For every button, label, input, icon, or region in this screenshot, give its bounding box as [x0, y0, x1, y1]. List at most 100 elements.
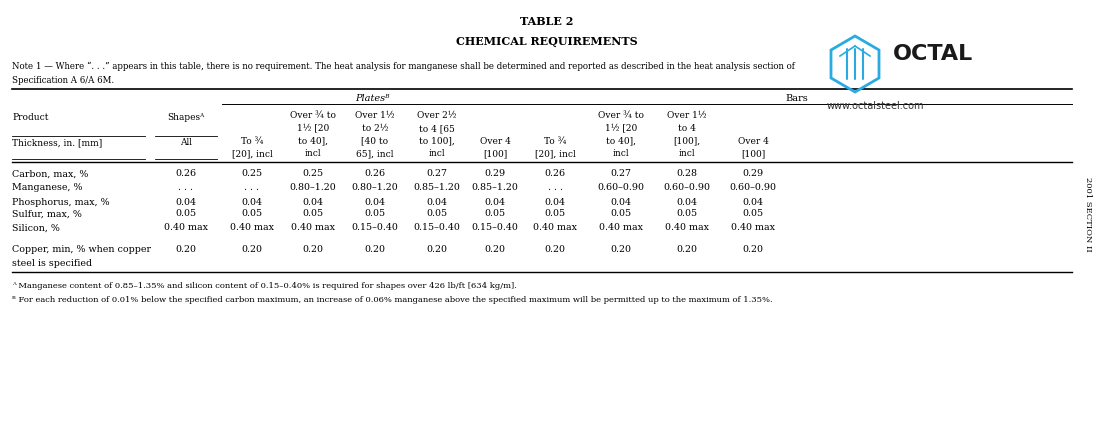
- Text: 0.04: 0.04: [676, 197, 698, 207]
- Text: 0.04: 0.04: [242, 197, 263, 207]
- Text: 0.20: 0.20: [364, 244, 385, 253]
- Text: www.octalsteel.com: www.octalsteel.com: [827, 101, 924, 111]
- Text: Carbon, max, %: Carbon, max, %: [12, 170, 89, 178]
- Text: 0.04: 0.04: [175, 197, 197, 207]
- Text: OCTAL: OCTAL: [893, 44, 974, 64]
- Text: 0.29: 0.29: [743, 170, 764, 178]
- Text: 0.05: 0.05: [610, 210, 631, 218]
- Text: 0.04: 0.04: [743, 197, 764, 207]
- Text: 0.26: 0.26: [364, 170, 385, 178]
- Text: to 4: to 4: [678, 124, 696, 133]
- Text: 0.25: 0.25: [242, 170, 263, 178]
- Text: 0.05: 0.05: [364, 210, 385, 218]
- Text: [20], incl: [20], incl: [535, 149, 575, 158]
- Text: To ¾: To ¾: [241, 137, 264, 145]
- Text: Over 2½: Over 2½: [417, 112, 457, 121]
- Text: 0.40 max: 0.40 max: [533, 224, 577, 233]
- Text: 0.20: 0.20: [242, 244, 263, 253]
- Text: 0.20: 0.20: [427, 244, 447, 253]
- Text: Specification A 6/A 6M.: Specification A 6/A 6M.: [12, 76, 114, 85]
- Text: [20], incl: [20], incl: [232, 149, 272, 158]
- Text: 0.04: 0.04: [485, 197, 505, 207]
- Text: 0.20: 0.20: [676, 244, 698, 253]
- Text: All: All: [181, 138, 193, 147]
- Text: to 100],: to 100],: [419, 137, 455, 145]
- Text: 0.40 max: 0.40 max: [164, 224, 208, 233]
- Text: CHEMICAL REQUIREMENTS: CHEMICAL REQUIREMENTS: [456, 36, 638, 47]
- Text: . . .: . . .: [178, 184, 194, 193]
- Text: [100]: [100]: [482, 149, 508, 158]
- Text: 0.40 max: 0.40 max: [291, 224, 335, 233]
- Text: 0.04: 0.04: [545, 197, 566, 207]
- Text: 0.05: 0.05: [427, 210, 447, 218]
- Text: incl: incl: [678, 149, 696, 158]
- Text: 0.05: 0.05: [743, 210, 764, 218]
- Text: 0.40 max: 0.40 max: [731, 224, 775, 233]
- Text: Over ¾ to: Over ¾ to: [290, 112, 336, 121]
- Text: 0.05: 0.05: [302, 210, 324, 218]
- Text: Note 1 — Where “. . .” appears in this table, there is no requirement. The heat : Note 1 — Where “. . .” appears in this t…: [12, 62, 795, 71]
- Text: 2001 SECTION II: 2001 SECTION II: [1084, 177, 1092, 251]
- Text: steel is specified: steel is specified: [12, 259, 92, 268]
- Text: 0.04: 0.04: [610, 197, 631, 207]
- Text: 0.15–0.40: 0.15–0.40: [351, 224, 398, 233]
- Text: 65], incl: 65], incl: [357, 149, 394, 158]
- Text: Over 4: Over 4: [479, 137, 511, 145]
- Text: . . .: . . .: [547, 184, 562, 193]
- Text: To ¾: To ¾: [544, 137, 567, 145]
- Text: Platesᴮ: Platesᴮ: [354, 94, 389, 103]
- Text: 0.05: 0.05: [485, 210, 505, 218]
- Text: 0.04: 0.04: [364, 197, 385, 207]
- Text: 0.20: 0.20: [743, 244, 764, 253]
- Text: 0.40 max: 0.40 max: [230, 224, 274, 233]
- Text: Copper, min, % when copper: Copper, min, % when copper: [12, 244, 151, 253]
- Text: ᴬ Manganese content of 0.85–1.35% and silicon content of 0.15–0.40% is required : ᴬ Manganese content of 0.85–1.35% and si…: [12, 282, 516, 290]
- Text: TABLE 2: TABLE 2: [521, 16, 573, 27]
- Text: Over 4: Over 4: [737, 137, 768, 145]
- Text: incl: incl: [613, 149, 629, 158]
- Text: to 2½: to 2½: [362, 124, 388, 133]
- Text: ᴮ For each reduction of 0.01% below the specified carbon maximum, an increase of: ᴮ For each reduction of 0.01% below the …: [12, 296, 772, 304]
- Text: 0.27: 0.27: [610, 170, 631, 178]
- Text: Phosphorus, max, %: Phosphorus, max, %: [12, 197, 109, 207]
- Text: 0.05: 0.05: [545, 210, 566, 218]
- Text: 0.05: 0.05: [175, 210, 197, 218]
- Text: 0.20: 0.20: [303, 244, 324, 253]
- Text: [40 to: [40 to: [361, 137, 388, 145]
- Text: Product: Product: [12, 113, 48, 122]
- Text: 0.80–1.20: 0.80–1.20: [351, 184, 398, 193]
- Text: to 40],: to 40],: [298, 137, 328, 145]
- Text: 0.40 max: 0.40 max: [665, 224, 709, 233]
- Text: Shapesᴬ: Shapesᴬ: [167, 113, 205, 122]
- Text: Over ¾ to: Over ¾ to: [598, 112, 644, 121]
- Text: 1½ [20: 1½ [20: [605, 124, 637, 133]
- Text: 0.20: 0.20: [610, 244, 631, 253]
- Text: to 40],: to 40],: [606, 137, 636, 145]
- Text: Over 1½: Over 1½: [356, 112, 395, 121]
- Text: 0.25: 0.25: [302, 170, 324, 178]
- Text: 0.20: 0.20: [175, 244, 197, 253]
- Text: Over 1½: Over 1½: [667, 112, 707, 121]
- Text: 0.60–0.90: 0.60–0.90: [663, 184, 710, 193]
- Text: 0.04: 0.04: [303, 197, 324, 207]
- Text: Bars: Bars: [785, 94, 808, 103]
- Text: 1½ [20: 1½ [20: [296, 124, 329, 133]
- Text: 0.05: 0.05: [676, 210, 698, 218]
- Text: 0.85–1.20: 0.85–1.20: [414, 184, 461, 193]
- Text: Thickness, in. [mm]: Thickness, in. [mm]: [12, 138, 102, 147]
- Text: 0.04: 0.04: [427, 197, 447, 207]
- Text: 0.15–0.40: 0.15–0.40: [414, 224, 461, 233]
- Text: . . .: . . .: [244, 184, 259, 193]
- Text: 0.40 max: 0.40 max: [600, 224, 643, 233]
- Text: 0.15–0.40: 0.15–0.40: [472, 224, 519, 233]
- Text: 0.05: 0.05: [242, 210, 263, 218]
- Text: Silicon, %: Silicon, %: [12, 224, 60, 233]
- Text: 0.28: 0.28: [676, 170, 698, 178]
- Text: 0.80–1.20: 0.80–1.20: [290, 184, 336, 193]
- Text: 0.29: 0.29: [485, 170, 505, 178]
- Text: incl: incl: [305, 149, 322, 158]
- Text: to 4 [65: to 4 [65: [419, 124, 455, 133]
- Text: [100],: [100],: [674, 137, 700, 145]
- Text: incl: incl: [429, 149, 445, 158]
- Text: 0.20: 0.20: [485, 244, 505, 253]
